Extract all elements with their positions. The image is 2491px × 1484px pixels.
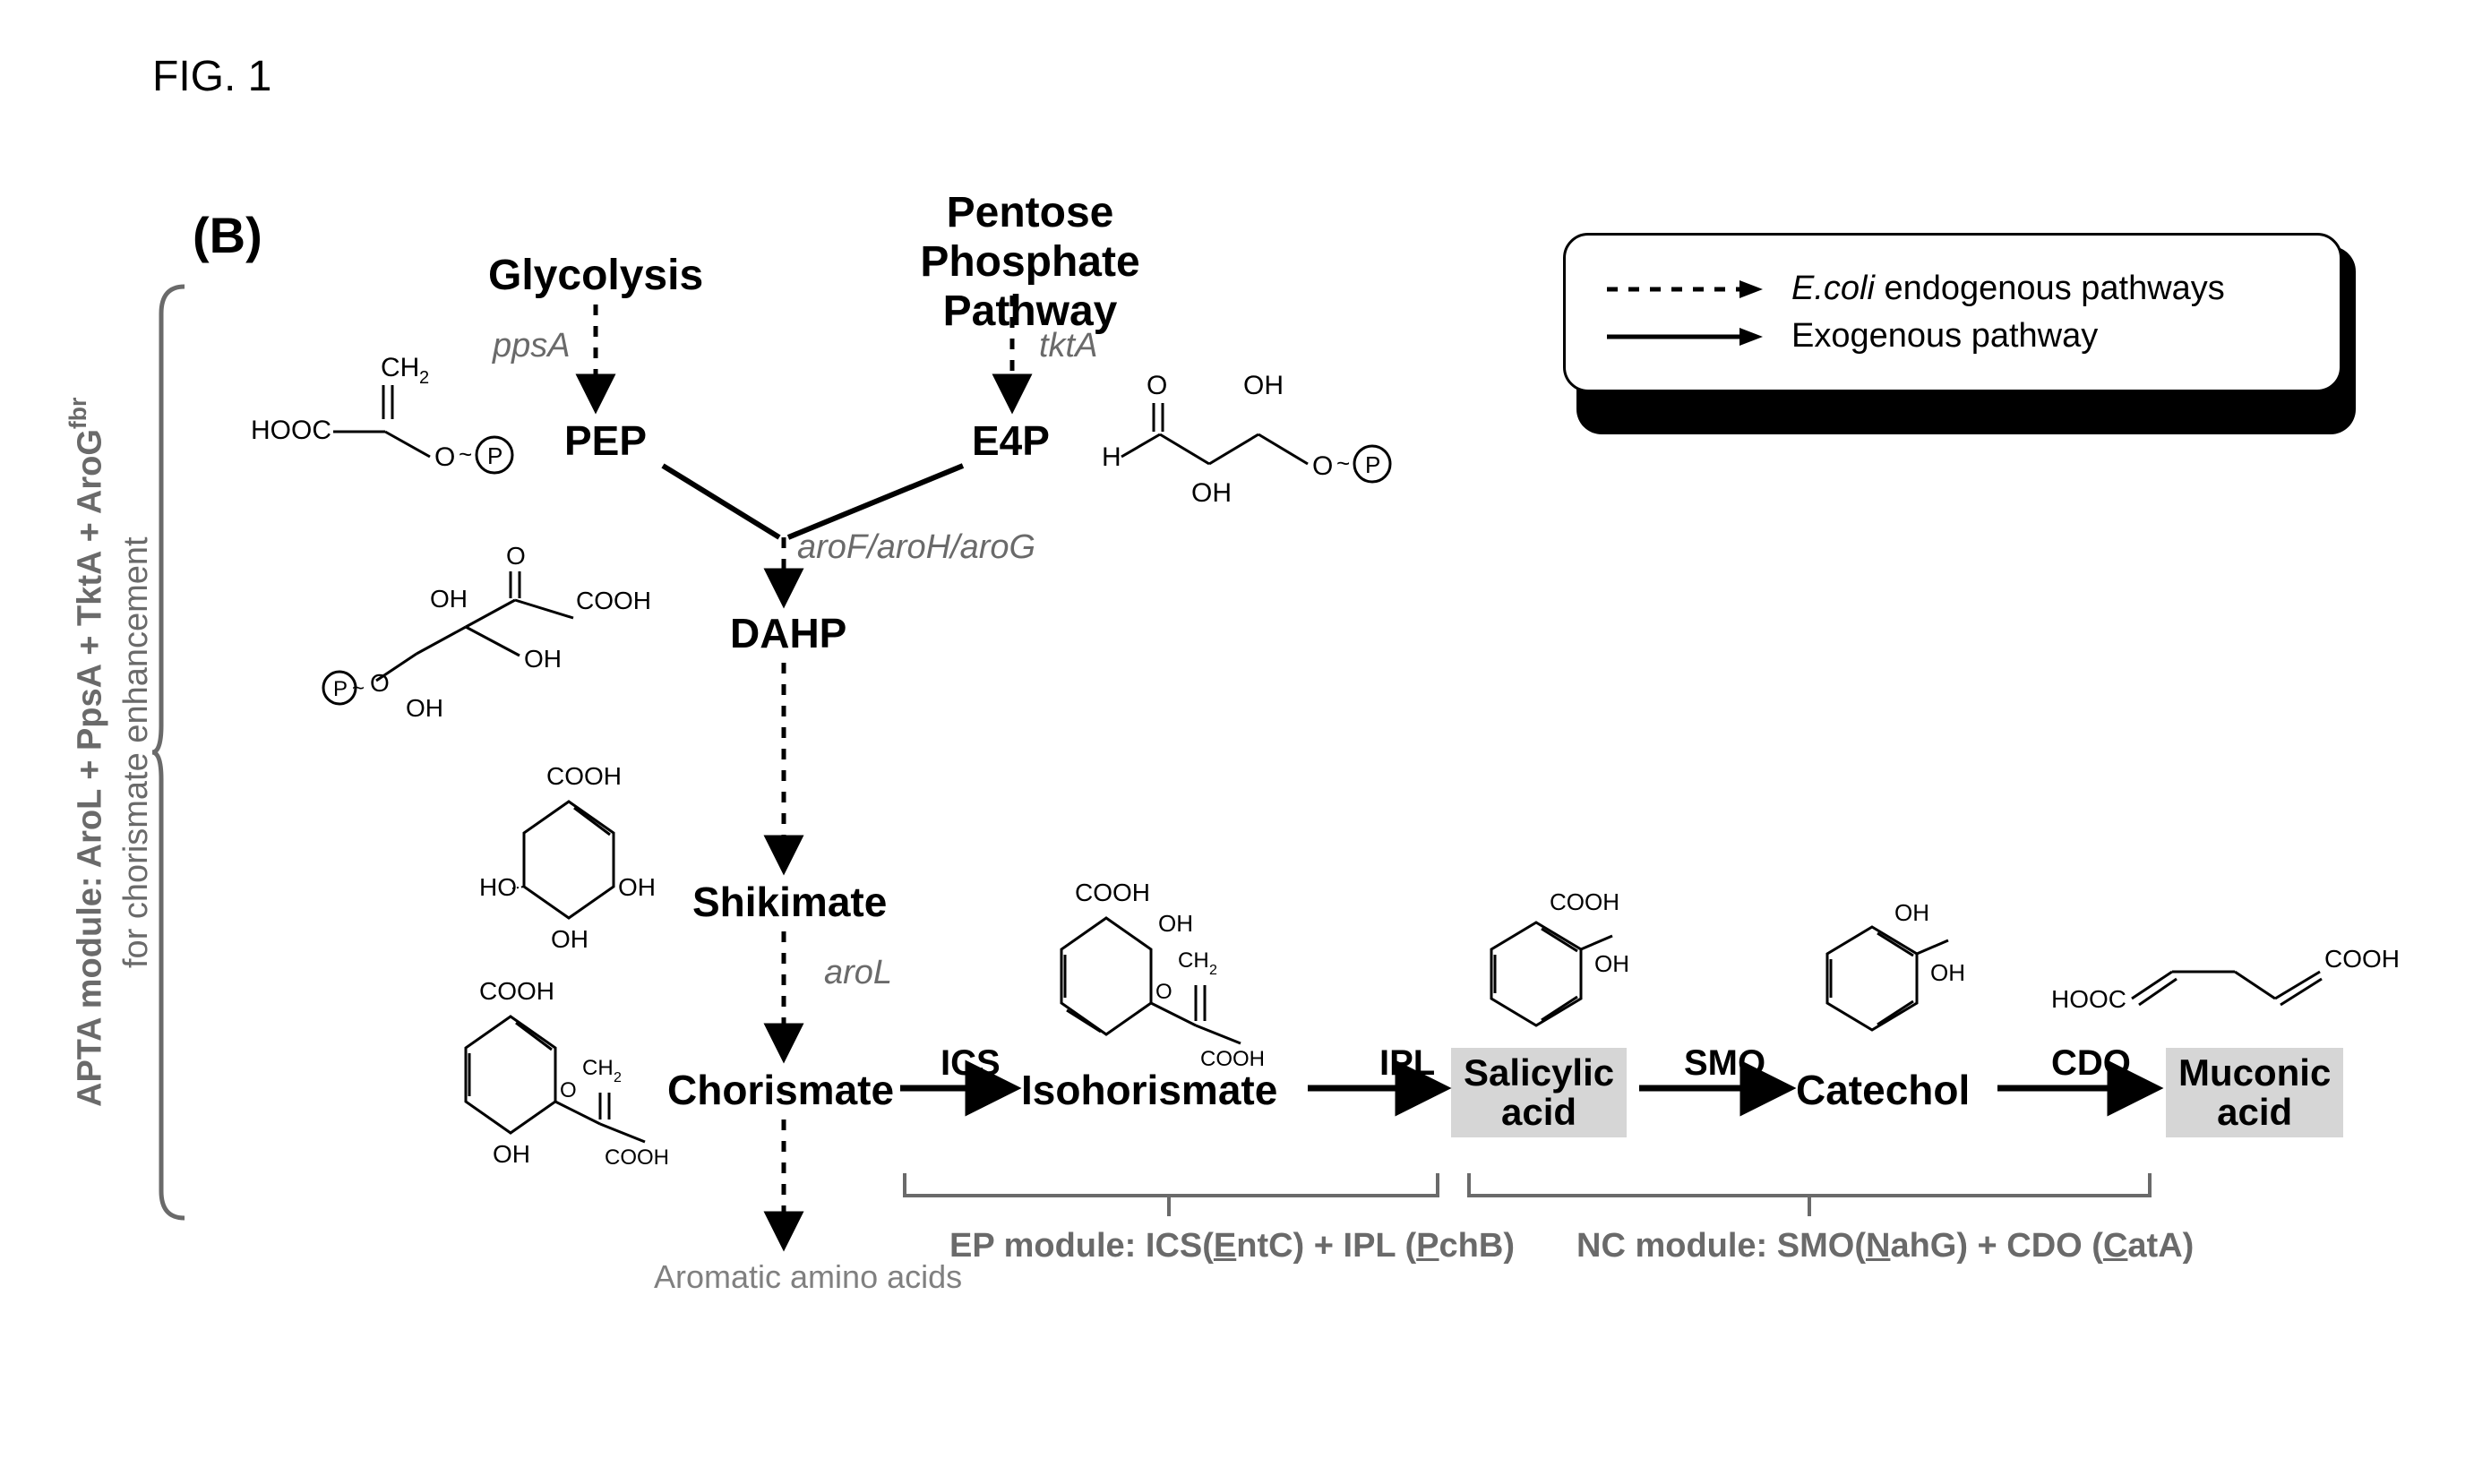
ep-module-label: EP module: ICS(EntC) + IPL (PchB) — [949, 1227, 1515, 1265]
legend-row-endogenous: E.coli endogenous pathways — [1605, 270, 2300, 308]
legend-text-exogenous: Exogenous pathway — [1791, 317, 2098, 356]
dashed-arrow-icon — [1605, 277, 1766, 302]
solid-arrow-icon — [1605, 324, 1766, 349]
legend-row-exogenous: Exogenous pathway — [1605, 317, 2300, 356]
nc-module-label: NC module: SMO(NahG) + CDO (CatA) — [1576, 1227, 2194, 1265]
legend-box: E.coli endogenous pathways Exogenous pat… — [1563, 233, 2342, 392]
legend-text-endogenous: E.coli endogenous pathways — [1791, 270, 2225, 308]
